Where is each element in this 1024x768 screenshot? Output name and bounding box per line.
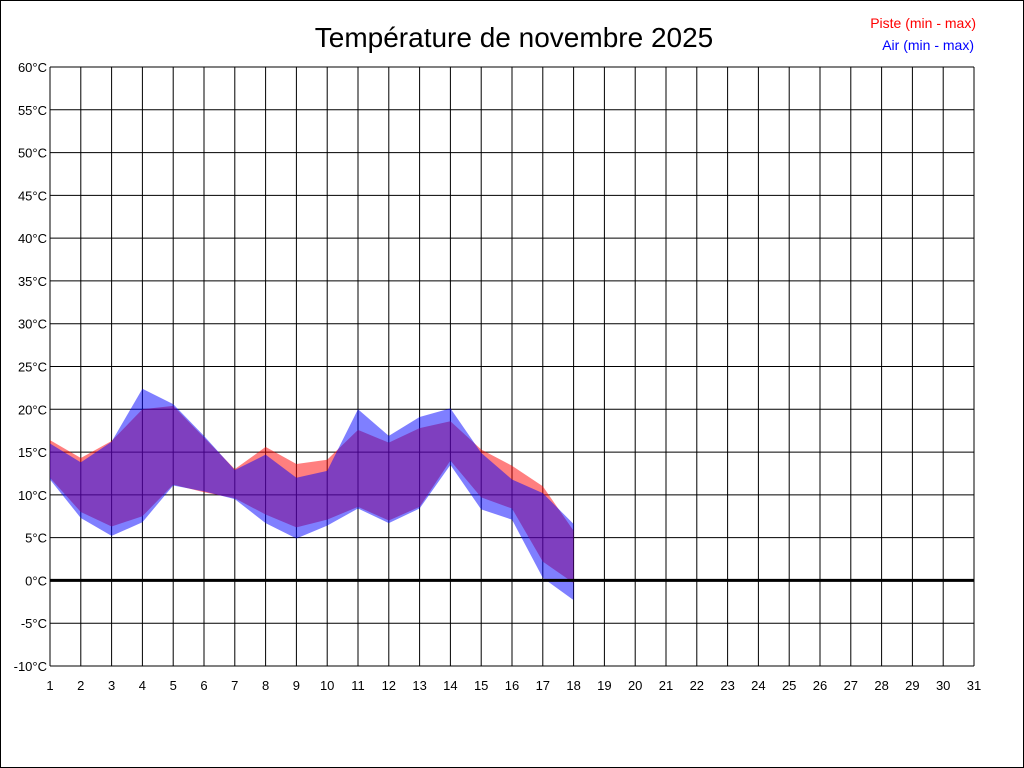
y-tick-label: 0°C [25, 573, 47, 588]
y-axis-ticks: 60°C 55°C 50°C 45°C 40°C 35°C 30°C 25°C 20°C 15°C… [14, 60, 47, 674]
x-axis-ticks: 1 2 3 4 5 6 7 8 9 10 11 12 13 14 15 16 17 18 19 20 21 22 23 24 2… [46, 678, 981, 693]
x-tick-label: 12 [382, 678, 396, 693]
y-tick-label: 10°C [18, 488, 47, 503]
x-tick-label: 29 [905, 678, 919, 693]
y-tick-label: 35°C [18, 274, 47, 289]
x-tick-label: 8 [262, 678, 269, 693]
legend-piste: Piste (min - max) [870, 15, 976, 31]
x-tick-label: 10 [320, 678, 334, 693]
x-tick-label: 9 [293, 678, 300, 693]
y-tick-label: -10°C [14, 659, 47, 674]
x-tick-label: 19 [597, 678, 611, 693]
y-tick-label: 50°C [18, 146, 47, 161]
x-tick-label: 3 [108, 678, 115, 693]
x-tick-label: 20 [628, 678, 642, 693]
y-tick-label: 20°C [18, 402, 47, 417]
x-tick-label: 31 [967, 678, 981, 693]
x-tick-label: 18 [566, 678, 580, 693]
y-tick-label: 55°C [18, 103, 47, 118]
x-tick-label: 16 [505, 678, 519, 693]
x-tick-label: 22 [690, 678, 704, 693]
y-tick-label: -5°C [21, 616, 47, 631]
series-area-air [50, 388, 574, 601]
series-areas [50, 388, 574, 601]
y-tick-label: 30°C [18, 317, 47, 332]
y-tick-label: 60°C [18, 60, 47, 75]
x-tick-label: 1 [46, 678, 53, 693]
y-tick-label: 40°C [18, 231, 47, 246]
chart-title: Température de novembre 2025 [315, 22, 713, 53]
x-tick-label: 30 [936, 678, 950, 693]
x-tick-label: 27 [844, 678, 858, 693]
x-tick-label: 28 [874, 678, 888, 693]
x-tick-label: 24 [751, 678, 765, 693]
x-tick-label: 23 [720, 678, 734, 693]
x-tick-label: 13 [412, 678, 426, 693]
x-tick-label: 4 [139, 678, 146, 693]
legend-air: Air (min - max) [882, 37, 974, 53]
y-tick-label: 25°C [18, 360, 47, 375]
y-tick-label: 5°C [25, 531, 47, 546]
x-tick-label: 5 [170, 678, 177, 693]
x-tick-label: 2 [77, 678, 84, 693]
y-tick-label: 45°C [18, 188, 47, 203]
grid-lines [49, 66, 975, 667]
x-tick-label: 26 [813, 678, 827, 693]
x-tick-label: 17 [536, 678, 550, 693]
x-tick-label: 11 [351, 678, 365, 693]
x-tick-label: 25 [782, 678, 796, 693]
x-tick-label: 14 [443, 678, 457, 693]
x-tick-label: 7 [231, 678, 238, 693]
y-tick-label: 15°C [18, 445, 47, 460]
x-tick-label: 6 [200, 678, 207, 693]
x-tick-label: 21 [659, 678, 673, 693]
x-tick-label: 15 [474, 678, 488, 693]
